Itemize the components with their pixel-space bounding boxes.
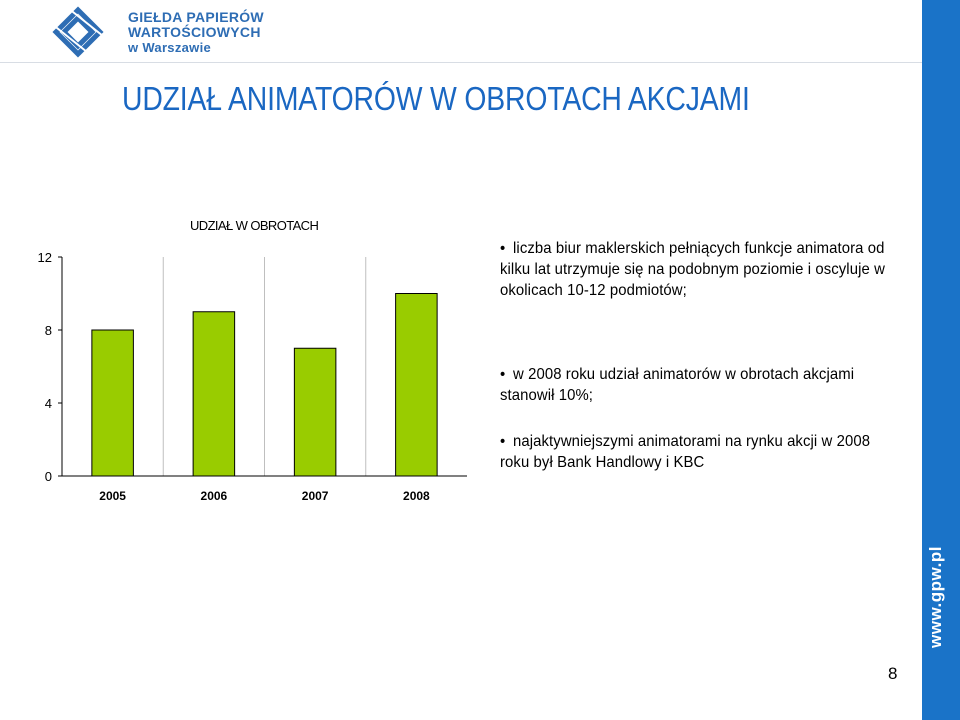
gpw-logo-icon: [51, 6, 109, 58]
bar-chart: 0 4 8 12 2005 2006 2007 2008: [38, 250, 467, 503]
bullet-dot: •: [500, 366, 506, 383]
bullet-dot: •: [500, 433, 506, 450]
sidebar-url: www.gpw.pl: [926, 546, 945, 648]
chart-title: UDZIAŁ W OBROTACH: [190, 218, 319, 233]
y-tick-label: 12: [38, 250, 52, 265]
logo-line-3: w Warszawie: [128, 40, 212, 55]
bullet-text: liczba biur maklerskich pełniących funkc…: [500, 240, 885, 299]
slide-title: UDZIAŁ ANIMATORÓW W OBROTACH AKCJAMI: [122, 80, 750, 117]
x-tick-label: 2007: [302, 489, 329, 503]
y-tick-label: 4: [45, 396, 52, 411]
logo-wordmark: GIEŁDA PAPIERÓW WARTOŚCIOWYCH w Warszawi…: [128, 9, 264, 56]
bar: [395, 293, 438, 477]
bullet-item: • liczba biur maklerskich pełniących funk…: [500, 238, 900, 301]
x-tick-label: 2005: [99, 489, 126, 503]
y-tick-label: 0: [45, 469, 52, 484]
bullet-text: w 2008 roku udział animatorów w obrotach…: [500, 366, 855, 404]
bullet-item: • najaktywniejszymi animatorami na rynku …: [500, 431, 900, 473]
bar: [293, 347, 337, 477]
bar: [192, 311, 236, 477]
page-number-box: [878, 662, 922, 688]
bar: [91, 329, 134, 477]
logo-line-2: WARTOŚCIOWYCH: [128, 24, 261, 40]
logo-line-1: GIEŁDA PAPIERÓW: [128, 9, 264, 25]
x-tick-label: 2006: [201, 489, 228, 503]
y-tick-label: 8: [45, 323, 52, 338]
bullet-dot: •: [500, 240, 506, 257]
gpw-logo: GIEŁDA PAPIERÓW WARTOŚCIOWYCH w Warszawi…: [48, 4, 268, 60]
bullet-item: • w 2008 roku udział animatorów w obrotac…: [500, 364, 900, 406]
header-divider: [0, 62, 922, 63]
x-tick-label: 2008: [403, 489, 430, 503]
bullet-text: najaktywniejszymi animatorami na rynku a…: [500, 433, 871, 471]
page-number: 8: [888, 664, 898, 683]
sidebar-band: [922, 0, 960, 720]
